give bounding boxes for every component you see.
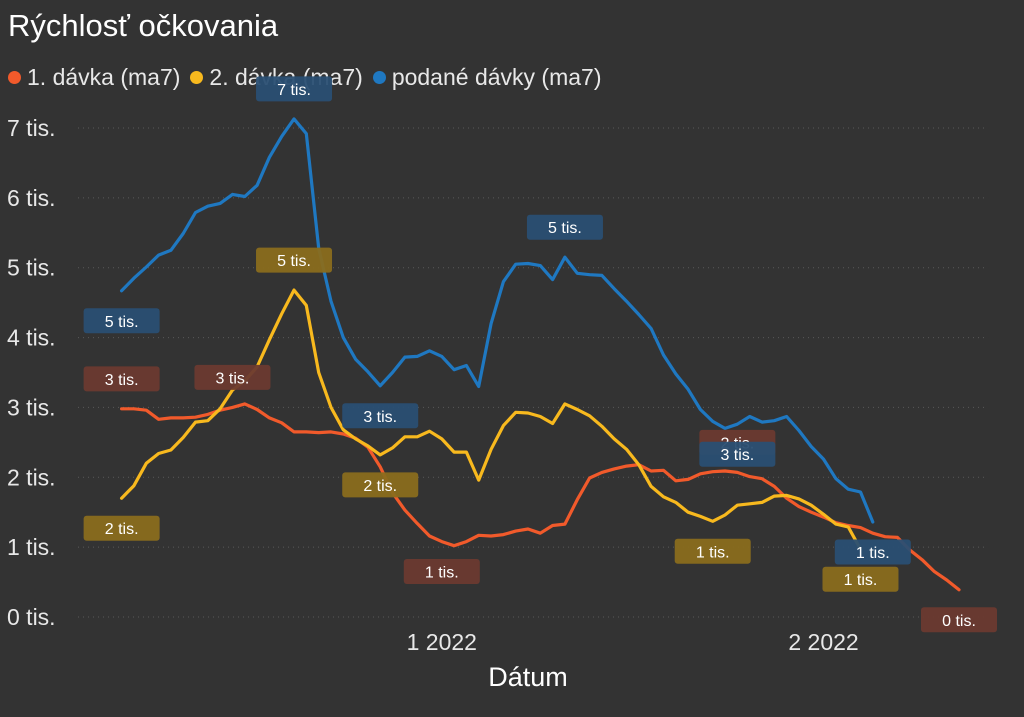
data-label: 3 tis. <box>720 447 754 464</box>
data-label: 1 tis. <box>696 544 730 561</box>
data-label: 1 tis. <box>425 565 459 582</box>
data-label-box <box>256 247 333 273</box>
x-tick-label: 1 2022 <box>407 629 477 655</box>
x-axis-title: Dátum <box>488 662 568 692</box>
data-label-box <box>256 76 333 102</box>
data-label-box <box>403 559 480 585</box>
legend-marker-first-dose <box>8 71 21 84</box>
data-label-box <box>699 441 776 467</box>
data-label: 1 tis. <box>844 572 878 589</box>
data-label: 7 tis. <box>277 82 311 99</box>
y-tick-label: 4 tis. <box>7 325 56 351</box>
y-tick-label: 6 tis. <box>7 185 56 211</box>
series-line-2[interactable] <box>120 117 875 524</box>
x-tick-label: 2 2022 <box>788 629 858 655</box>
y-tick-label: 3 tis. <box>7 394 56 420</box>
data-label: 5 tis. <box>277 253 311 270</box>
data-label: 3 tis. <box>216 370 250 387</box>
data-label: 2 tis. <box>363 478 397 495</box>
data-label-box <box>83 308 160 334</box>
data-label: 5 tis. <box>548 220 582 237</box>
data-label-box <box>822 566 899 592</box>
data-label: 3 tis. <box>105 372 139 389</box>
legend-item-first-dose[interactable]: 1. dávka (ma7) <box>8 64 180 91</box>
data-label: 3 tis. <box>363 409 397 426</box>
data-label: 5 tis. <box>105 314 139 331</box>
legend-label-first-dose: 1. dávka (ma7) <box>27 64 181 90</box>
legend-item-administered-doses[interactable]: podané dávky (ma7) <box>372 64 602 91</box>
data-label: 0 tis. <box>942 613 976 630</box>
legend-label-administered-doses: podané dávky (ma7) <box>391 64 602 90</box>
data-label-box <box>526 214 603 240</box>
data-label: 1 tis. <box>856 545 890 562</box>
y-tick-label: 0 tis. <box>7 604 56 630</box>
series-lines <box>120 117 961 592</box>
data-label-box <box>834 539 911 565</box>
chart-title: Rýchlosť očkovania <box>8 8 279 43</box>
data-label-box <box>83 515 160 541</box>
x-axis-tick-labels: 1 2022 2 2022 <box>407 629 859 655</box>
legend-marker-administered-doses <box>372 71 386 84</box>
y-tick-label: 1 tis. <box>7 534 56 560</box>
data-label-box <box>342 472 419 498</box>
data-labels: 3 tis. 3 tis. 1 tis. 2 tis. 0 tis. 2 tis. 5 ti… <box>83 76 997 633</box>
data-label-box <box>83 366 160 392</box>
data-label-box <box>674 538 751 564</box>
y-tick-label: 7 tis. <box>7 115 56 141</box>
data-label: 2 tis. <box>105 521 139 538</box>
legend-marker-second-dose <box>190 71 204 84</box>
series-line-0[interactable] <box>120 402 961 592</box>
y-axis-tick-labels: 0 tis. 1 tis. 2 tis. 3 tis. 4 tis. 5 tis. 6 ti… <box>7 115 56 630</box>
y-tick-label: 2 tis. <box>7 464 56 490</box>
data-label-box <box>194 364 271 390</box>
data-label-box <box>921 607 997 633</box>
data-label-box <box>342 403 419 429</box>
y-tick-label: 5 tis. <box>7 255 56 281</box>
